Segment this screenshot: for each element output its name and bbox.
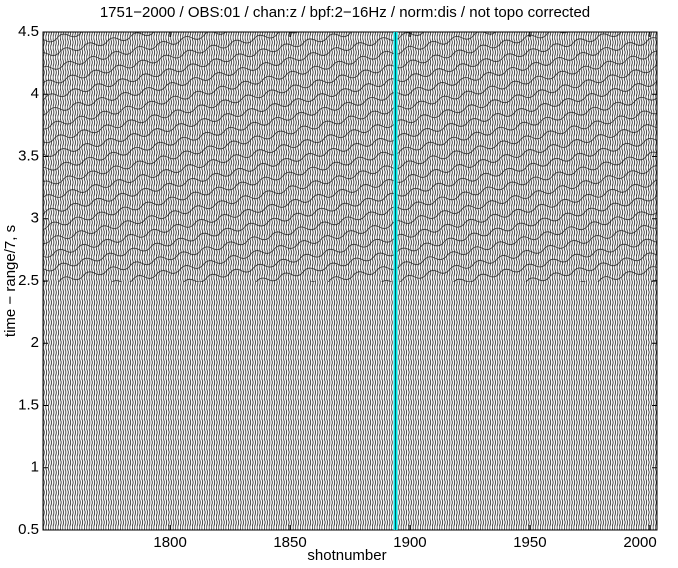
wave-texture bbox=[43, 32, 657, 282]
x-tick-label: 1900 bbox=[393, 534, 426, 551]
y-tick-label: 4 bbox=[31, 85, 39, 102]
x-tick-label: 1850 bbox=[273, 534, 306, 551]
y-axis-label: time − range/7, s bbox=[2, 225, 19, 337]
y-tick-label: 3 bbox=[31, 210, 39, 227]
chart-title: 1751−2000 / OBS:01 / chan:z / bpf:2−16Hz… bbox=[100, 4, 590, 21]
x-tick-label: 1800 bbox=[153, 534, 186, 551]
x-axis-label: shotnumber bbox=[307, 547, 386, 564]
y-tick-label: 2 bbox=[31, 334, 39, 351]
y-tick-label: 4.5 bbox=[18, 23, 39, 40]
y-tick-label: 3.5 bbox=[18, 147, 39, 164]
x-tick-label: 2000 bbox=[623, 534, 656, 551]
y-tick-label: 2.5 bbox=[18, 272, 39, 289]
y-tick-label: 1.5 bbox=[18, 396, 39, 413]
y-tick-label: 0.5 bbox=[18, 521, 39, 538]
x-tick-label: 1950 bbox=[513, 534, 546, 551]
y-tick-label: 1 bbox=[31, 459, 39, 476]
